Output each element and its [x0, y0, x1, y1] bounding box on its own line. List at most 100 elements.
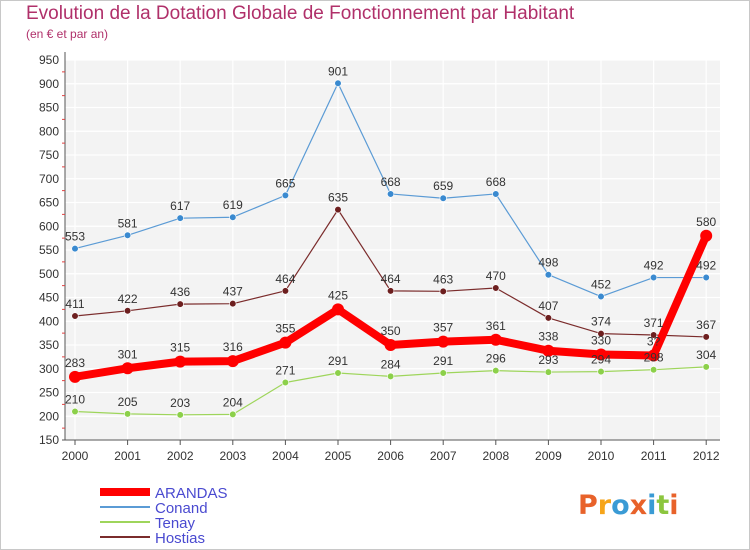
y-tick-label: 750 [39, 148, 59, 162]
y-tick-label: 300 [39, 362, 59, 376]
chart-title: Evolution de la Dotation Globale de Fonc… [26, 3, 575, 24]
data-label-conand: 659 [433, 179, 453, 193]
x-tick-label: 2011 [641, 449, 667, 463]
data-point-hostias [176, 300, 184, 308]
x-tick-label: 2012 [693, 449, 720, 463]
data-label-tenay: 296 [486, 352, 506, 366]
data-point-tenay [597, 368, 605, 376]
data-point-tenay [71, 407, 79, 416]
data-label-conand: 619 [223, 198, 243, 212]
data-label-hostias: 371 [644, 316, 664, 330]
data-point-hostias [492, 284, 500, 292]
data-label-tenay: 293 [538, 353, 558, 367]
x-tick-label: 2004 [272, 449, 299, 463]
data-label-conand: 617 [170, 199, 190, 213]
data-label-conand: 492 [644, 259, 664, 273]
data-label-tenay: 205 [118, 395, 138, 409]
data-point-hostias [123, 307, 132, 315]
data-label-conand: 668 [486, 175, 506, 189]
x-tick-label: 2010 [588, 449, 615, 463]
data-point-arandas [384, 339, 397, 351]
data-point-arandas [332, 303, 344, 316]
data-label-arandas: 316 [223, 340, 243, 354]
data-label-arandas: 355 [275, 322, 295, 336]
data-point-tenay [387, 372, 395, 380]
data-point-hostias [71, 312, 79, 320]
data-point-hostias [597, 330, 605, 338]
data-point-conand [229, 213, 237, 221]
data-point-hostias [544, 314, 553, 322]
y-tick-label: 650 [39, 196, 59, 210]
logo-letter: P [578, 490, 598, 521]
data-label-conand: 665 [275, 176, 295, 190]
data-point-tenay [649, 366, 658, 374]
data-point-conand [702, 273, 710, 282]
data-label-arandas: 301 [118, 347, 138, 361]
data-label-arandas: 338 [538, 330, 558, 344]
data-point-arandas [489, 333, 502, 346]
data-label-arandas: 3? [647, 334, 661, 348]
legend-label-conand: Conand [155, 500, 208, 517]
data-point-arandas [647, 349, 660, 362]
data-point-arandas [279, 336, 292, 349]
data-point-conand [492, 190, 500, 198]
y-tick-label: 600 [39, 219, 59, 233]
data-point-arandas [121, 362, 134, 375]
data-point-tenay [439, 369, 447, 377]
data-point-arandas [69, 370, 81, 383]
logo-letter: o [611, 490, 630, 521]
data-point-hostias [702, 333, 710, 341]
data-point-arandas [226, 355, 239, 368]
data-label-hostias: 464 [381, 272, 401, 286]
x-tick-label: 2003 [219, 449, 246, 463]
data-label-arandas: 357 [433, 321, 453, 335]
data-label-arandas: 425 [328, 288, 348, 302]
data-label-conand: 498 [538, 256, 558, 270]
data-label-tenay: 291 [328, 354, 348, 368]
legend-label-arandas: ARANDAS [155, 485, 228, 502]
data-label-hostias: 367 [696, 318, 716, 332]
y-tick-label: 200 [39, 409, 59, 423]
data-point-hostias [387, 287, 395, 295]
x-tick-label: 2007 [430, 449, 457, 463]
data-point-conand [176, 214, 184, 222]
logo-letter: i [647, 490, 657, 521]
data-point-hostias [649, 331, 658, 339]
data-label-conand: 668 [381, 175, 401, 189]
logo-letter: t [656, 490, 670, 521]
data-point-hostias [229, 300, 237, 308]
logo-letter: i [669, 490, 679, 521]
y-tick-label: 400 [39, 314, 59, 328]
y-tick-label: 250 [39, 386, 59, 400]
data-point-tenay [229, 410, 237, 418]
data-point-conand [281, 191, 290, 199]
data-point-hostias [281, 287, 290, 295]
data-point-tenay [702, 363, 710, 371]
y-tick-label: 150 [39, 433, 59, 447]
y-tick-label: 800 [39, 124, 59, 138]
x-tick-label: 2000 [62, 449, 89, 463]
data-label-hostias: 407 [538, 299, 558, 313]
x-tick-label: 2009 [535, 449, 562, 463]
data-point-tenay [334, 369, 342, 377]
y-tick-label: 550 [39, 243, 59, 257]
data-point-tenay [176, 411, 184, 419]
y-tick-label: 350 [39, 338, 59, 352]
data-point-conand [387, 190, 395, 198]
data-label-hostias: 464 [275, 272, 295, 286]
data-label-tenay: 298 [644, 351, 664, 365]
data-label-tenay: 294 [591, 353, 611, 367]
data-label-tenay: 291 [433, 354, 453, 368]
y-tick-label: 850 [39, 101, 59, 115]
data-label-tenay: 271 [275, 364, 295, 378]
data-point-conand [71, 244, 79, 253]
y-tick-label: 900 [39, 77, 59, 91]
data-label-hostias: 411 [65, 297, 84, 311]
x-tick-label: 2005 [325, 449, 352, 463]
legend-label-hostias: Hostias [155, 530, 205, 547]
y-tick-label: 500 [39, 267, 59, 281]
data-label-conand: 553 [65, 230, 85, 244]
data-point-hostias [439, 287, 447, 295]
